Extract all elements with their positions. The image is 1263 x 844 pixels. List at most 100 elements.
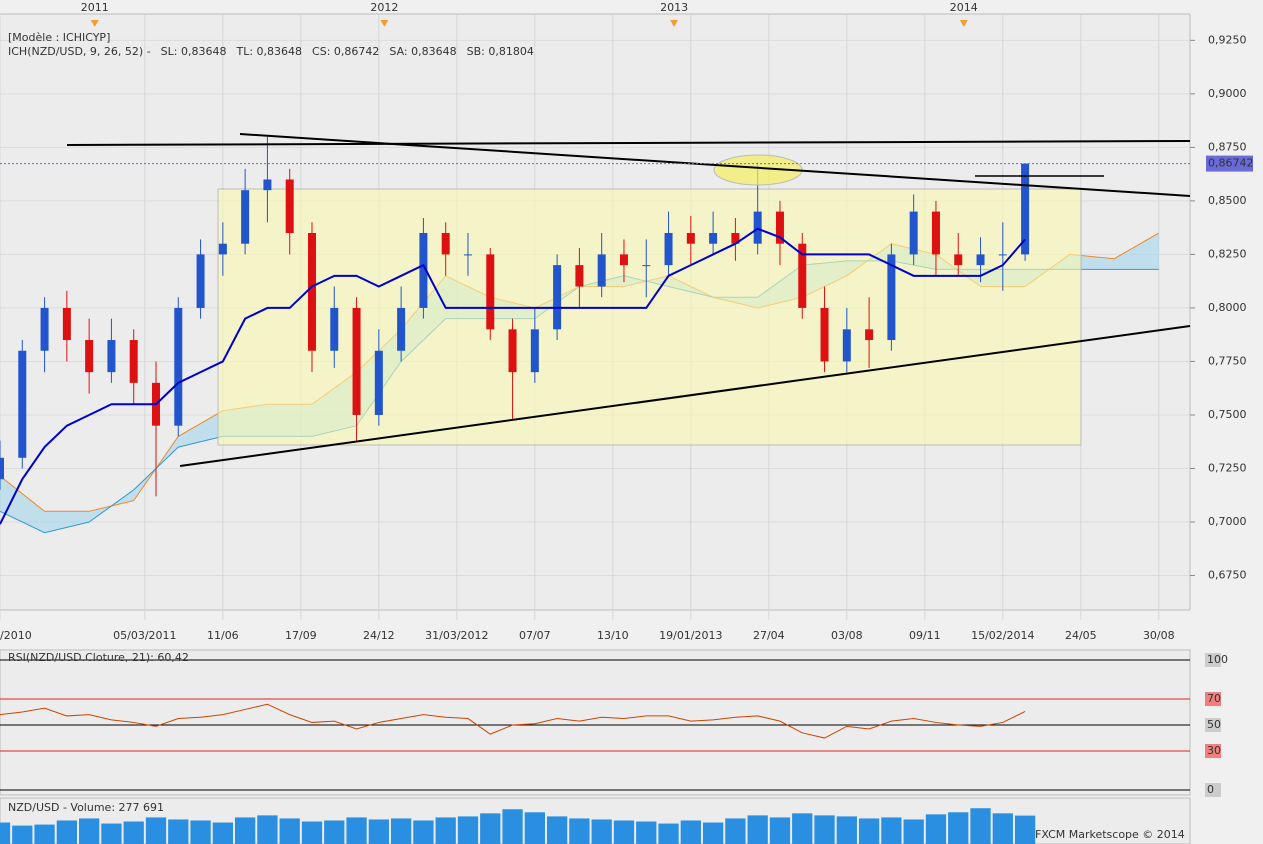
rsi-panel: [0, 649, 1191, 796]
candle-body: [731, 233, 740, 244]
candle-body: [307, 233, 316, 351]
volume-bar: [792, 813, 813, 844]
candle-body: [40, 307, 49, 351]
last-price-box: [1206, 155, 1253, 172]
volume-bar: [725, 818, 746, 844]
x-tick-label: 11/06: [207, 629, 239, 642]
volume-bar: [190, 820, 211, 844]
x-tick-label: 15/02/2014: [971, 629, 1034, 642]
legend-entry: ICH(NZD/USD, 9, 26, 52) -: [8, 45, 151, 58]
volume-bar: [524, 812, 545, 844]
volume-bar: [948, 812, 969, 844]
volume-bar: [836, 816, 857, 844]
volume-bar: [413, 820, 434, 844]
year-marker: [380, 20, 389, 27]
volume-bar: [234, 817, 256, 844]
candle-body: [887, 254, 896, 341]
y-tick-label: 0,7750: [1208, 354, 1247, 367]
y-tick-label: 0: [1207, 783, 1214, 796]
tick-label-bg: [1205, 653, 1221, 668]
legend-entry: [Modèle : ICHICYP]: [8, 31, 110, 44]
y-tick-label: 0,9250: [1208, 33, 1247, 46]
y-tick-label: 0,7000: [1208, 515, 1247, 528]
candle-body: [998, 254, 1007, 256]
candle-body: [709, 233, 718, 244]
x-tick-label: 30/08: [1143, 629, 1175, 642]
volume-bar: [34, 824, 55, 844]
volume-bar: [1014, 815, 1036, 844]
candle-body: [820, 307, 829, 362]
x-tick-label: 03/08: [831, 629, 863, 642]
x-tick-label: 04/09/2010: [0, 629, 32, 642]
candle-body: [530, 329, 539, 373]
candle-body: [865, 329, 874, 341]
y-tick-label: 0,9000: [1208, 87, 1247, 100]
volume-bar: [101, 823, 122, 844]
x-tick-label: 31/03/2012: [425, 629, 488, 642]
tick-label-bg: [1205, 783, 1221, 798]
y-tick-label: 0,8500: [1208, 194, 1247, 207]
candle-body: [1021, 163, 1030, 255]
volume-bar: [814, 815, 835, 844]
candle-body: [463, 254, 472, 256]
volume-bar: [970, 808, 991, 844]
tick-label-bg: [1205, 692, 1221, 707]
y-tick-label: 0,7250: [1208, 461, 1247, 474]
candle-body: [218, 243, 227, 255]
candle-body: [352, 307, 361, 415]
candle-body: [330, 307, 339, 351]
x-tick-label: 24/05: [1065, 629, 1097, 642]
x-tick-label: 09/11: [909, 629, 941, 642]
candle-body: [85, 340, 94, 373]
x-tick-label: 19/01/2013: [659, 629, 722, 642]
y-tick-label: 100: [1207, 653, 1228, 666]
x-tick-label: 17/09: [285, 629, 317, 642]
volume-bar: [0, 822, 11, 844]
trend-line: [239, 133, 1191, 197]
legend-entry: SL: 0,83648: [161, 45, 227, 58]
candle-body: [196, 254, 205, 308]
candle-body: [798, 243, 807, 308]
candle-body: [0, 457, 4, 480]
candle-body: [686, 233, 695, 244]
tick-label-bg: [1205, 718, 1221, 733]
volume-bar: [12, 825, 33, 844]
volume-bar: [56, 820, 77, 844]
highlight-box: [217, 188, 1082, 446]
candle-body: [241, 190, 250, 244]
volume-bar: [546, 816, 568, 844]
volume-bar: [591, 819, 612, 844]
panel-title: NZD/USD - Volume: 277 691: [8, 801, 164, 814]
top-layer: [0, 136, 1030, 525]
candle-body: [664, 233, 673, 266]
last-price-label: 0,86742: [1208, 157, 1254, 170]
y-tick-label: 70: [1207, 692, 1221, 705]
volume-bar: [680, 820, 701, 844]
candle-body: [129, 340, 138, 383]
volume-bar: [881, 817, 902, 844]
year-label: 2014: [950, 1, 978, 14]
volume-bar: [858, 818, 880, 844]
candle-body: [62, 307, 71, 341]
volume-bar: [78, 818, 100, 844]
volume-bar: [457, 816, 479, 844]
candle-body: [107, 340, 116, 373]
volume-bar: [702, 822, 724, 844]
candle-body: [18, 350, 27, 458]
candle-body: [842, 329, 851, 362]
candle-body: [575, 265, 584, 287]
trend-line: [179, 325, 1191, 467]
volume-bar: [925, 814, 947, 844]
legend-entry: CS: 0,86742: [312, 45, 379, 58]
volume-bar: [324, 820, 345, 844]
candle-body: [619, 254, 628, 266]
candle-body: [374, 350, 383, 415]
candle-body: [419, 233, 428, 308]
y-tick-label: 0,8250: [1208, 247, 1247, 260]
candle-body: [174, 307, 183, 426]
y-tick-label: 0,8750: [1208, 140, 1247, 153]
candle-body: [486, 254, 495, 330]
year-marker: [959, 20, 968, 27]
year-label: 2012: [370, 1, 398, 14]
